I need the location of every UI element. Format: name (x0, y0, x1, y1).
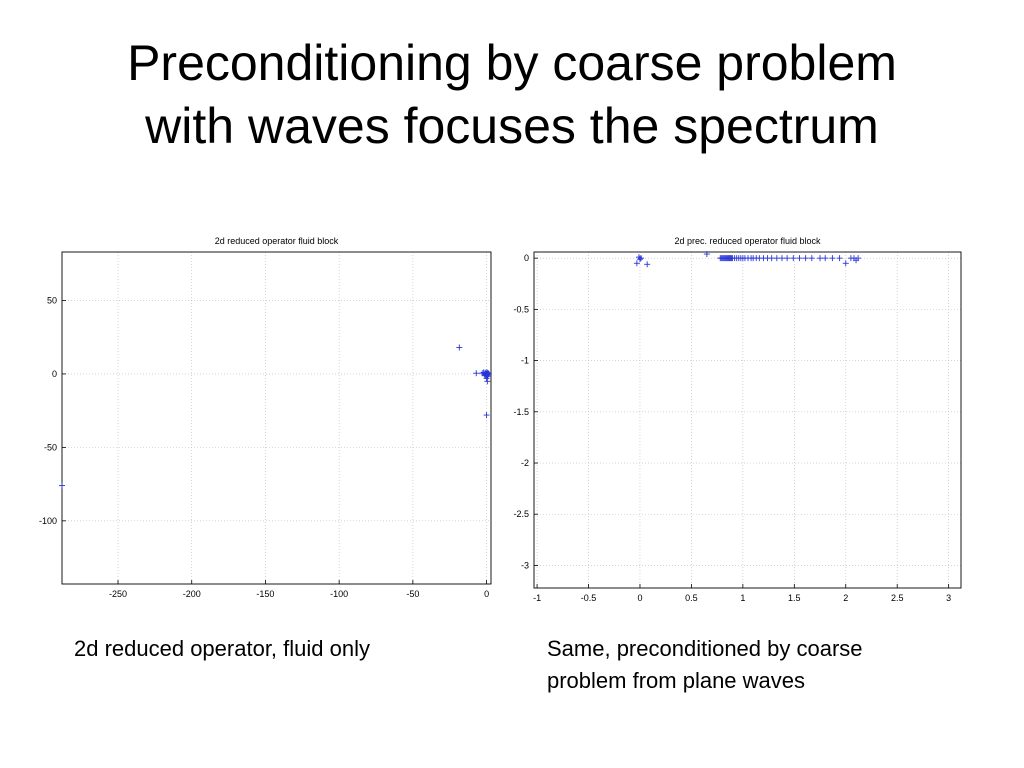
y-tick-label: -1.5 (513, 407, 529, 417)
y-tick-label: 50 (47, 295, 57, 305)
x-tick-label: -150 (256, 589, 274, 599)
y-tick-label: -100 (39, 516, 57, 526)
title-line-2: with waves focuses the spectrum (145, 98, 879, 154)
data-point (829, 255, 836, 262)
data-point (644, 261, 651, 268)
caption-right-line-1: Same, preconditioned by coarse (547, 636, 863, 661)
x-tick-label: -0.5 (581, 593, 597, 603)
x-tick-label: 3 (946, 593, 951, 603)
data-point (483, 375, 490, 382)
x-tick-label: -50 (406, 589, 419, 599)
y-tick-label: 0 (52, 369, 57, 379)
y-tick-label: -50 (44, 442, 57, 452)
data-point (855, 255, 862, 262)
data-point (703, 251, 710, 258)
chart-prec-fluid-block: 2d prec. reduced operator fluid block -1 -… (506, 228, 968, 608)
x-tick-label: 2 (843, 593, 848, 603)
data-point (790, 255, 797, 262)
data-point (456, 344, 463, 351)
title-line-1: Preconditioning by coarse problem (127, 35, 897, 91)
data-point (778, 255, 785, 262)
data-point (817, 255, 824, 262)
y-tick-label: -2.5 (513, 509, 529, 519)
x-tick-label: 0 (484, 589, 489, 599)
chart-fluid-block: 2d reduced operator fluid block -250 -200 -… (28, 228, 498, 608)
chart-title: 2d prec. reduced operator fluid block (674, 236, 821, 246)
data-point (802, 255, 809, 262)
data-point (808, 255, 815, 262)
data-point (768, 255, 775, 262)
data-point (473, 370, 480, 377)
chart-title: 2d reduced operator fluid block (215, 236, 339, 246)
data-point (484, 378, 491, 385)
data-point (836, 255, 843, 262)
x-tick-label: 1.5 (788, 593, 801, 603)
data-point (483, 412, 490, 419)
data-point (842, 260, 849, 267)
caption-right-line-2: problem from plane waves (547, 668, 806, 693)
x-tick-label: -250 (109, 589, 127, 599)
x-tick-label: -100 (330, 589, 348, 599)
y-tick-label: -0.5 (513, 304, 529, 314)
data-point (638, 255, 645, 262)
x-tick-label: -1 (533, 593, 541, 603)
x-tick-label: 0.5 (685, 593, 698, 603)
plot-area (534, 252, 961, 588)
y-tick-label: 0 (524, 253, 529, 263)
data-point (796, 255, 803, 262)
x-tick-label: 2.5 (891, 593, 904, 603)
x-tick-label: 0 (637, 593, 642, 603)
caption-left: 2d reduced operator, fluid only (74, 636, 370, 661)
data-point (784, 255, 791, 262)
data-point (636, 256, 643, 263)
plot-area (62, 252, 491, 584)
caption-right: Same, preconditioned by coarse problem f… (547, 633, 967, 697)
slide-title: Preconditioning by coarse problem with w… (0, 32, 1024, 158)
chart-fluid-block-svg: 2d reduced operator fluid block -250 -200 -… (39, 236, 492, 599)
plot-frame (61, 251, 492, 585)
chart-prec-fluid-block-svg: 2d prec. reduced operator fluid block -1 -… (513, 236, 962, 603)
data-point (822, 255, 829, 262)
y-tick-label: -3 (521, 560, 529, 570)
data-point (485, 370, 492, 377)
x-tick-label: 1 (740, 593, 745, 603)
plot-frame (533, 251, 962, 589)
data-point (633, 260, 640, 267)
data-point (773, 255, 780, 262)
y-tick-label: -2 (521, 458, 529, 468)
data-point (59, 482, 65, 489)
x-tick-label: -200 (183, 589, 201, 599)
y-tick-label: -1 (521, 356, 529, 366)
